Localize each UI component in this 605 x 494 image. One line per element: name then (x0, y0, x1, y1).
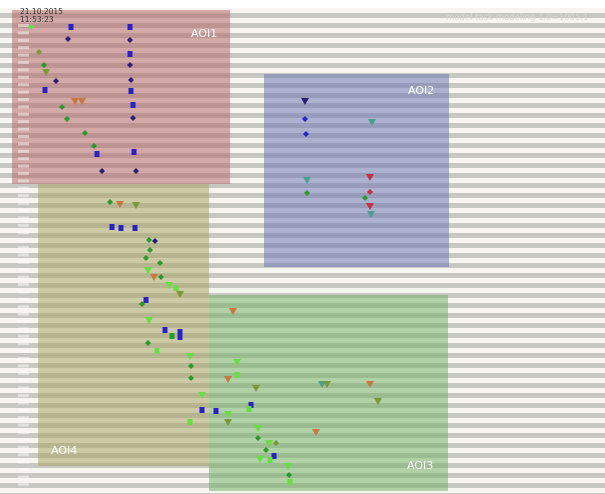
row-number (18, 357, 29, 360)
fixation-square-marker (110, 224, 115, 230)
row-number (18, 468, 29, 471)
row-number (18, 76, 29, 79)
row-number (18, 98, 29, 101)
row-number (18, 224, 29, 227)
row-number-column (18, 24, 29, 486)
fixation-square-marker (155, 348, 160, 354)
row-number (18, 231, 29, 234)
row-number (18, 253, 29, 256)
row-number (18, 268, 29, 271)
fixation-square-marker (95, 151, 100, 157)
fixation-square-marker (129, 88, 134, 94)
row-number (18, 46, 29, 49)
fixation-square-marker (69, 24, 74, 30)
fixation-square-marker (268, 457, 273, 463)
row-number (18, 128, 29, 131)
row-number (18, 298, 29, 301)
row-number (18, 105, 29, 108)
fixation-square-marker (170, 333, 175, 339)
fixation-square-marker (119, 225, 124, 231)
row-number (18, 61, 29, 64)
row-number (18, 261, 29, 264)
row-number (18, 446, 29, 449)
row-number (18, 327, 29, 330)
aoi4-label: AOI4 (51, 444, 77, 457)
header-watermark: model task modeling 1.0=1005.1 (446, 13, 588, 23)
row-number (18, 438, 29, 441)
row-number (18, 379, 29, 382)
fixation-square-marker (288, 479, 293, 485)
fixation-square-marker (247, 406, 252, 412)
row-number (18, 39, 29, 42)
row-number (18, 113, 29, 116)
row-number (18, 475, 29, 478)
row-number (18, 135, 29, 138)
row-number (18, 387, 29, 390)
row-number (18, 239, 29, 242)
row-number (18, 202, 29, 205)
row-number (18, 209, 29, 212)
aoi3-label: AOI3 (407, 459, 433, 472)
row-number (18, 483, 29, 486)
aoi1-label: AOI1 (191, 27, 217, 40)
row-number (18, 120, 29, 123)
row-number (18, 246, 29, 249)
row-number (18, 342, 29, 345)
fixation-square-marker (174, 285, 179, 291)
row-number (18, 313, 29, 316)
row-number (18, 431, 29, 434)
fixation-square-marker (128, 24, 133, 30)
fixation-square-marker (235, 372, 240, 378)
fixation-square-marker (133, 225, 138, 231)
row-number (18, 305, 29, 308)
row-number (18, 31, 29, 34)
fixation-square-marker (200, 407, 205, 413)
row-number (18, 24, 29, 27)
fixation-square-marker (128, 51, 133, 57)
row-number (18, 91, 29, 94)
row-number (18, 165, 29, 168)
fixation-square-marker (178, 334, 183, 340)
row-number (18, 335, 29, 338)
row-number (18, 409, 29, 412)
fixation-square-marker (214, 408, 219, 414)
row-number (18, 320, 29, 323)
row-number (18, 401, 29, 404)
row-number (18, 54, 29, 57)
aoi2-region[interactable] (264, 74, 449, 267)
fixation-square-marker (43, 87, 48, 93)
fixation-square-marker (144, 297, 149, 303)
fixation-square-marker (131, 102, 136, 108)
row-number (18, 276, 29, 279)
header-time: 11:53:23 (20, 15, 54, 24)
row-number (18, 416, 29, 419)
row-number (18, 283, 29, 286)
row-number (18, 157, 29, 160)
row-number (18, 394, 29, 397)
row-number (18, 179, 29, 182)
fixation-square-marker (188, 419, 193, 425)
row-number (18, 142, 29, 145)
row-number (18, 68, 29, 71)
row-number (18, 290, 29, 293)
row-number (18, 453, 29, 456)
row-number (18, 83, 29, 86)
row-number (18, 172, 29, 175)
row-number (18, 364, 29, 367)
row-number (18, 350, 29, 353)
row-number (18, 194, 29, 197)
row-number (18, 424, 29, 427)
fixation-square-marker (132, 149, 137, 155)
row-number (18, 187, 29, 190)
row-number (18, 372, 29, 375)
row-number (18, 150, 29, 153)
fixation-square-marker (163, 327, 168, 333)
row-number (18, 461, 29, 464)
row-number (18, 216, 29, 219)
aoi2-label: AOI2 (408, 84, 434, 97)
